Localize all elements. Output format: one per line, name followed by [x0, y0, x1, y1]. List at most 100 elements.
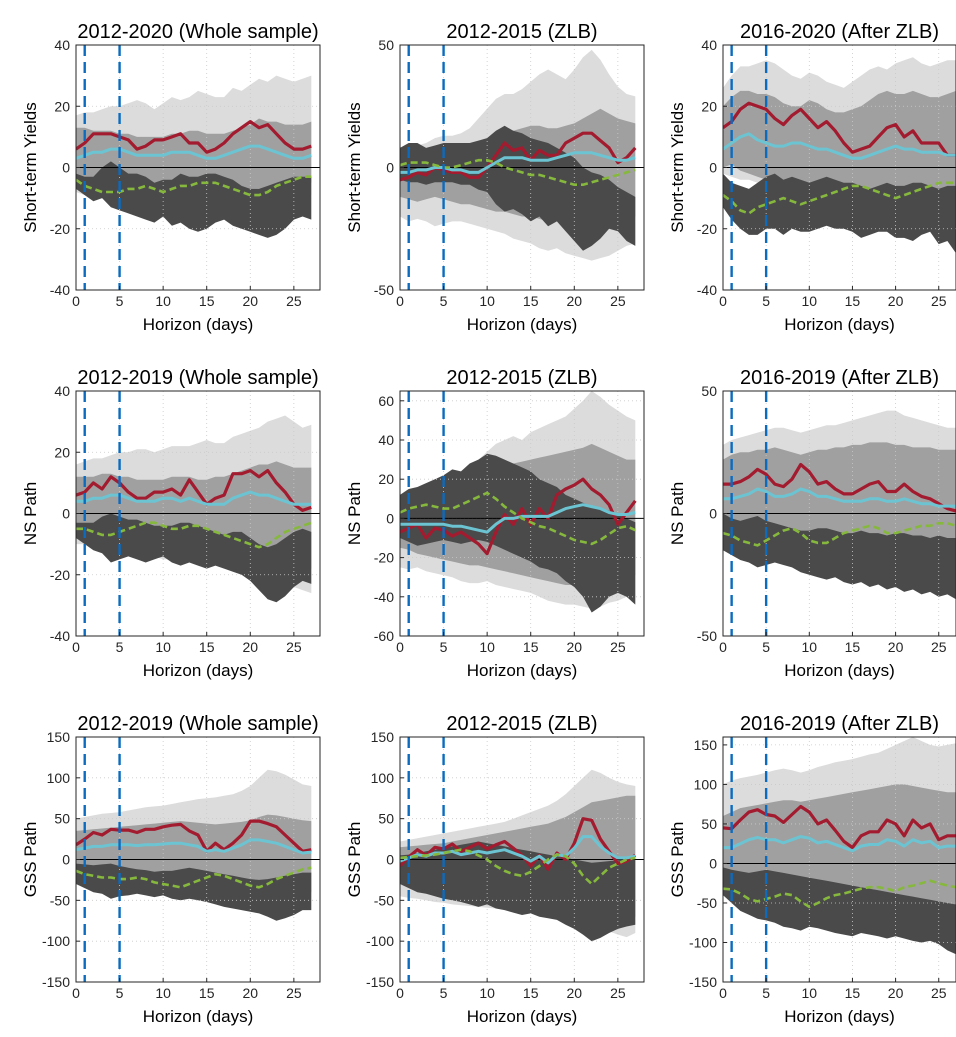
- panel-2-2-xlabel: Horizon (days): [467, 661, 578, 680]
- panel-1-2-ylabel: Short-term Yields: [345, 102, 364, 232]
- panel-3-2-median-green-line: [400, 848, 636, 886]
- panel-2-1-x-tick-label: 10: [155, 639, 171, 655]
- panel-1-1-x-tick-label: 15: [199, 293, 215, 309]
- panel-2-3-median-cyan-line: [723, 487, 956, 508]
- panel-2-2-y-tick-label: 0: [386, 510, 394, 526]
- panel-3-3-x-tick-label: 20: [888, 985, 904, 1001]
- panel-1-2-x-tick-label: 0: [396, 293, 404, 309]
- panel-2-2: 0 5 10 15 20 25 -60 -40 -20 0 20 40 60 2012-2015 (ZLB…: [345, 367, 645, 680]
- panel-3-3-xlabel: Horizon (days): [784, 1007, 895, 1026]
- panel-3-3-ylabel: GSS Path: [668, 822, 687, 898]
- panel-1-2-y-tick-label: 0: [386, 160, 394, 176]
- panel-3-2-ylabel: GSS Path: [345, 822, 364, 898]
- panel-2-2-title: 2012-2015 (ZLB): [446, 367, 597, 389]
- panel-1-1-x-tick-label: 25: [286, 293, 302, 309]
- panel-3-1-y-tick-label: 150: [47, 729, 71, 745]
- panel-3-3-x-tick-label: 10: [802, 985, 818, 1001]
- panel-3-2-median-red-line: [400, 817, 637, 871]
- panel-3-2-y-tick-label: 50: [378, 811, 394, 827]
- panel-1-1-y-tick-label: -20: [50, 221, 70, 237]
- panel-1-3-x-tick-label: 10: [802, 293, 818, 309]
- panel-3-1-x-tick-label: 25: [286, 985, 302, 1001]
- panel-3-2-x-tick-label: 25: [610, 985, 626, 1001]
- panel-1-3-ylabel: Short-term Yields: [668, 102, 687, 232]
- panel-3-3-median-red-line: [723, 804, 956, 850]
- panel-3-2: 0 5 10 15 20 25 -150 -100 -50 0 50 100 150 2012-2015 …: [345, 713, 645, 1026]
- panel-2-3-x-tick-label: 20: [888, 639, 904, 655]
- panel-3-1-x-tick-label: 20: [242, 985, 258, 1001]
- panel-2-2-x-tick-label: 0: [396, 639, 404, 655]
- panel-2-2-y-tick-label: -40: [374, 589, 394, 605]
- panel-1-3-x-tick-label: 0: [719, 293, 727, 309]
- panel-3-1-median-cyan-line: [76, 838, 312, 855]
- panel-3-3-y-tick-label: -150: [689, 974, 717, 990]
- panel-3-2-xlabel: Horizon (days): [467, 1007, 578, 1026]
- panel-2-1-band-dark: [76, 513, 312, 603]
- panel-2-1-title: 2012-2019 (Whole sample): [77, 367, 318, 389]
- panel-3-3-axes-box: [722, 736, 956, 983]
- panel-2-3-x-tick-label: 15: [845, 639, 861, 655]
- panel-3-2-y-tick-label: 0: [386, 852, 394, 868]
- panel-3-1-x-tick-label: 0: [72, 985, 80, 1001]
- panel-2-2-y-tick-label: 40: [378, 432, 394, 448]
- panel-3-2-y-tick-label: -150: [366, 974, 394, 990]
- panel-1-3: 0 5 10 15 20 25 -40 -20 0 20 40 2016-2020 (After ZL…: [668, 21, 956, 334]
- panel-1-3-x-tick-label: 5: [762, 293, 770, 309]
- panel-2-2-y-tick-label: 20: [378, 471, 394, 487]
- panel-3-3-y-tick-label: -50: [697, 895, 717, 911]
- panel-1-3-y-tick-label: -40: [697, 282, 717, 298]
- panel-1-1-y-tick-label: 20: [54, 98, 70, 114]
- panel-1-1-x-tick-label: 0: [72, 293, 80, 309]
- panel-1-2-median-cyan-line: [400, 151, 636, 174]
- panel-1-1-y-tick-label: -40: [50, 282, 70, 298]
- panel-3-3-y-tick-label: -100: [689, 934, 717, 950]
- panel-2-1-y-tick-label: -40: [50, 628, 70, 644]
- panel-1-1-x-tick-label: 20: [242, 293, 258, 309]
- panel-2-2-y-tick-label: -60: [374, 628, 394, 644]
- panel-3-1-y-tick-label: -150: [42, 974, 70, 990]
- panel-2-2-x-tick-label: 20: [566, 639, 582, 655]
- panel-2-2-x-tick-label: 25: [610, 639, 626, 655]
- panel-2-1-x-tick-label: 20: [242, 639, 258, 655]
- panel-2-3-median-red-line: [723, 462, 956, 513]
- panel-1-3-median-cyan-line: [723, 132, 956, 160]
- panel-3-1-y-tick-label: -50: [50, 892, 70, 908]
- panel-1-1-title: 2012-2020 (Whole sample): [77, 21, 318, 43]
- panel-3-2-title: 2012-2015 (ZLB): [446, 713, 597, 735]
- panel-3-2-x-tick-label: 5: [440, 985, 448, 1001]
- panel-3-3-x-tick-label: 5: [762, 985, 770, 1001]
- panel-1-1-y-tick-label: 0: [62, 160, 70, 176]
- panel-3-3-y-tick-label: 0: [709, 855, 717, 871]
- panel-3-1-x-tick-label: 5: [116, 985, 124, 1001]
- panel-2-1: 0 5 10 15 20 25 -40 -20 0 20 40 2012-2019 (Whole sa…: [21, 367, 321, 680]
- panel-1-1-median-green-line: [76, 175, 312, 197]
- panel-2-3-x-tick-label: 0: [719, 639, 727, 655]
- panel-2-1-median-red-line: [76, 469, 312, 512]
- panel-3-2-x-tick-label: 10: [479, 985, 495, 1001]
- panel-3-3-y-tick-label: 50: [701, 816, 717, 832]
- panel-3-3-y-tick-label: 150: [694, 737, 718, 753]
- panel-2-1-ylabel: NS Path: [21, 482, 40, 545]
- panel-3-3-x-tick-label: 15: [845, 985, 861, 1001]
- panel-2-2-band-dark: [400, 453, 636, 613]
- panel-3-3-band-dark: [723, 867, 956, 955]
- panel-2-3-x-tick-label: 5: [762, 639, 770, 655]
- panel-3-1-x-tick-label: 15: [199, 985, 215, 1001]
- panel-3-1-xlabel: Horizon (days): [143, 1007, 254, 1026]
- panel-3-1-median-red-line: [76, 819, 312, 853]
- panel-2-3-y-tick-label: -50: [697, 628, 717, 644]
- panel-3-1-y-tick-label: 100: [47, 770, 71, 786]
- panel-2-2-ylabel: NS Path: [345, 482, 364, 545]
- panel-1-3-y-tick-label: 40: [701, 37, 717, 53]
- panel-2-3-ylabel: NS Path: [668, 482, 687, 545]
- panel-2-3-xlabel: Horizon (days): [784, 661, 895, 680]
- panel-2-1-y-tick-label: 40: [54, 383, 70, 399]
- panel-3-3-title: 2016-2019 (After ZLB): [740, 713, 939, 735]
- panel-3-2-x-tick-label: 0: [396, 985, 404, 1001]
- panel-2-1-y-tick-label: 20: [54, 444, 70, 460]
- panel-3-1-y-tick-label: 0: [62, 852, 70, 868]
- panel-1-3-xlabel: Horizon (days): [784, 315, 895, 334]
